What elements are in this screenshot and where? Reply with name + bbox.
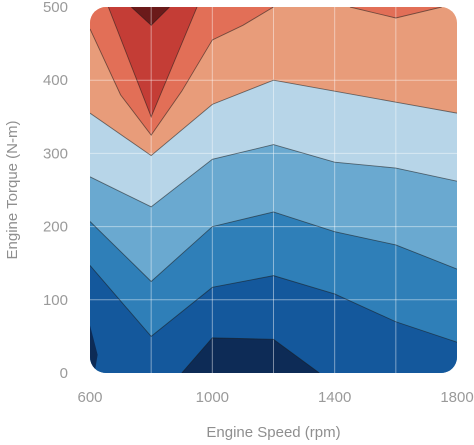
x-tick-label: 600 bbox=[77, 389, 102, 406]
contour-line-8 bbox=[130, 7, 170, 26]
band-left-pocket bbox=[90, 325, 98, 373]
x-axis-ticks: 600 1000 1400 1800 bbox=[77, 389, 473, 406]
contour-line-3 bbox=[90, 211, 457, 283]
y-tick-label: 100 bbox=[43, 292, 68, 309]
y-tick-label: 200 bbox=[43, 219, 68, 236]
contour-lines bbox=[90, 7, 457, 373]
y-tick-label: 400 bbox=[43, 72, 68, 89]
y-tick-label: 0 bbox=[60, 365, 68, 382]
contour-line-6 bbox=[90, 7, 274, 136]
contour-line-7 bbox=[107, 7, 198, 119]
plot-area bbox=[90, 7, 457, 373]
band-red-1 bbox=[108, 7, 198, 117]
contour-line-4 bbox=[90, 144, 457, 208]
x-tick-label: 1400 bbox=[318, 389, 351, 406]
x-tick-label: 1800 bbox=[440, 389, 473, 406]
band-top-right bbox=[349, 7, 442, 18]
band-red-2 bbox=[131, 7, 170, 26]
y-axis-ticks: 0 100 200 300 400 500 bbox=[43, 0, 68, 382]
contour-line-1 bbox=[181, 337, 320, 373]
y-tick-label: 300 bbox=[43, 145, 68, 162]
band-3 bbox=[90, 265, 457, 373]
contour-bands bbox=[90, 7, 457, 373]
contour-line-5 bbox=[90, 79, 457, 157]
y-axis-title: Engine Torque (N-m) bbox=[4, 121, 21, 260]
contour-line-top-right bbox=[349, 7, 442, 19]
x-axis-title: Engine Speed (rpm) bbox=[206, 424, 340, 441]
band-bottom-pocket bbox=[181, 337, 320, 373]
y-tick-label: 500 bbox=[43, 0, 68, 16]
contour-line-2 bbox=[90, 265, 457, 343]
x-tick-label: 1000 bbox=[196, 389, 229, 406]
gridlines bbox=[90, 7, 457, 373]
